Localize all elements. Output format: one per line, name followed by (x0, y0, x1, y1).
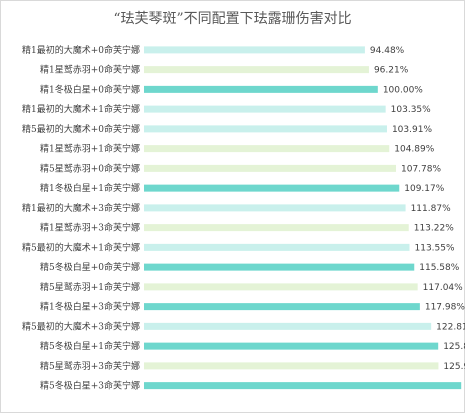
data-label: 111.87% (411, 204, 451, 214)
data-label: 125.92% (443, 362, 465, 372)
bar (144, 184, 400, 192)
category-label: 精1冬极白星+3命芙宁娜 (40, 301, 140, 313)
category-label: 精5星鹫赤羽+0命芙宁娜 (40, 162, 140, 174)
data-label: 117.98% (425, 303, 465, 313)
category-label: 精5星鹫赤羽+1命芙宁娜 (40, 281, 140, 293)
category-label: 精1冬极白星+0命芙宁娜 (40, 83, 140, 95)
chart-title: “珐芙琴斑”不同配置下珐露珊伤害对比 (113, 11, 352, 27)
category-label: 精1星鹫赤羽+3命芙宁娜 (40, 222, 140, 234)
bar (144, 145, 390, 153)
data-label: 96.21% (374, 66, 409, 76)
data-label: 113.22% (414, 224, 454, 234)
bar (144, 66, 369, 74)
bar (144, 224, 409, 232)
bar (144, 243, 410, 251)
category-label: 精5最初的大魔术+1命芙宁娜 (22, 241, 140, 253)
data-label: 122.81% (436, 322, 465, 332)
data-label: 100.00% (383, 85, 423, 95)
bar (144, 322, 432, 330)
category-label: 精1最初的大魔术+1命芙宁娜 (22, 103, 140, 115)
bar (144, 204, 406, 212)
data-label: 113.55% (415, 243, 455, 253)
bar (144, 382, 462, 390)
bar (144, 303, 420, 311)
bar (144, 125, 387, 133)
bar (144, 46, 365, 54)
bar (144, 362, 439, 370)
data-label: 117.04% (423, 283, 463, 293)
category-label: 精5最初的大魔术+0命芙宁娜 (22, 123, 140, 135)
data-label: 125.82% (443, 342, 465, 352)
category-label: 精5最初的大魔术+3命芙宁娜 (22, 320, 140, 332)
data-label: 103.35% (391, 105, 431, 115)
bar (144, 85, 378, 93)
category-label: 精1星鹫赤羽+0命芙宁娜 (40, 64, 140, 76)
bar (144, 283, 418, 291)
bar (144, 342, 439, 350)
category-label: 精5冬极白星+3命芙宁娜 (40, 380, 140, 392)
category-label: 精1冬极白星+1命芙宁娜 (40, 182, 140, 194)
bar (144, 105, 386, 113)
data-label: 107.78% (401, 164, 441, 174)
bar (144, 164, 397, 172)
data-label: 109.17% (404, 184, 444, 194)
bar (144, 263, 415, 271)
category-label: 精1最初的大魔术+0命芙宁娜 (22, 44, 140, 56)
data-label: 103.91% (392, 125, 432, 135)
data-label: 94.48% (370, 46, 405, 56)
category-label: 精5星鹫赤羽+3命芙宁娜 (40, 360, 140, 372)
category-label: 精5冬极白星+0命芙宁娜 (40, 261, 140, 273)
data-label: 115.58% (419, 263, 459, 273)
data-label: 104.89% (394, 145, 434, 155)
category-label: 精1星鹫赤羽+1命芙宁娜 (40, 143, 140, 155)
category-label: 精1最初的大魔术+3命芙宁娜 (22, 202, 140, 214)
category-label: 精5冬极白星+1命芙宁娜 (40, 340, 140, 352)
